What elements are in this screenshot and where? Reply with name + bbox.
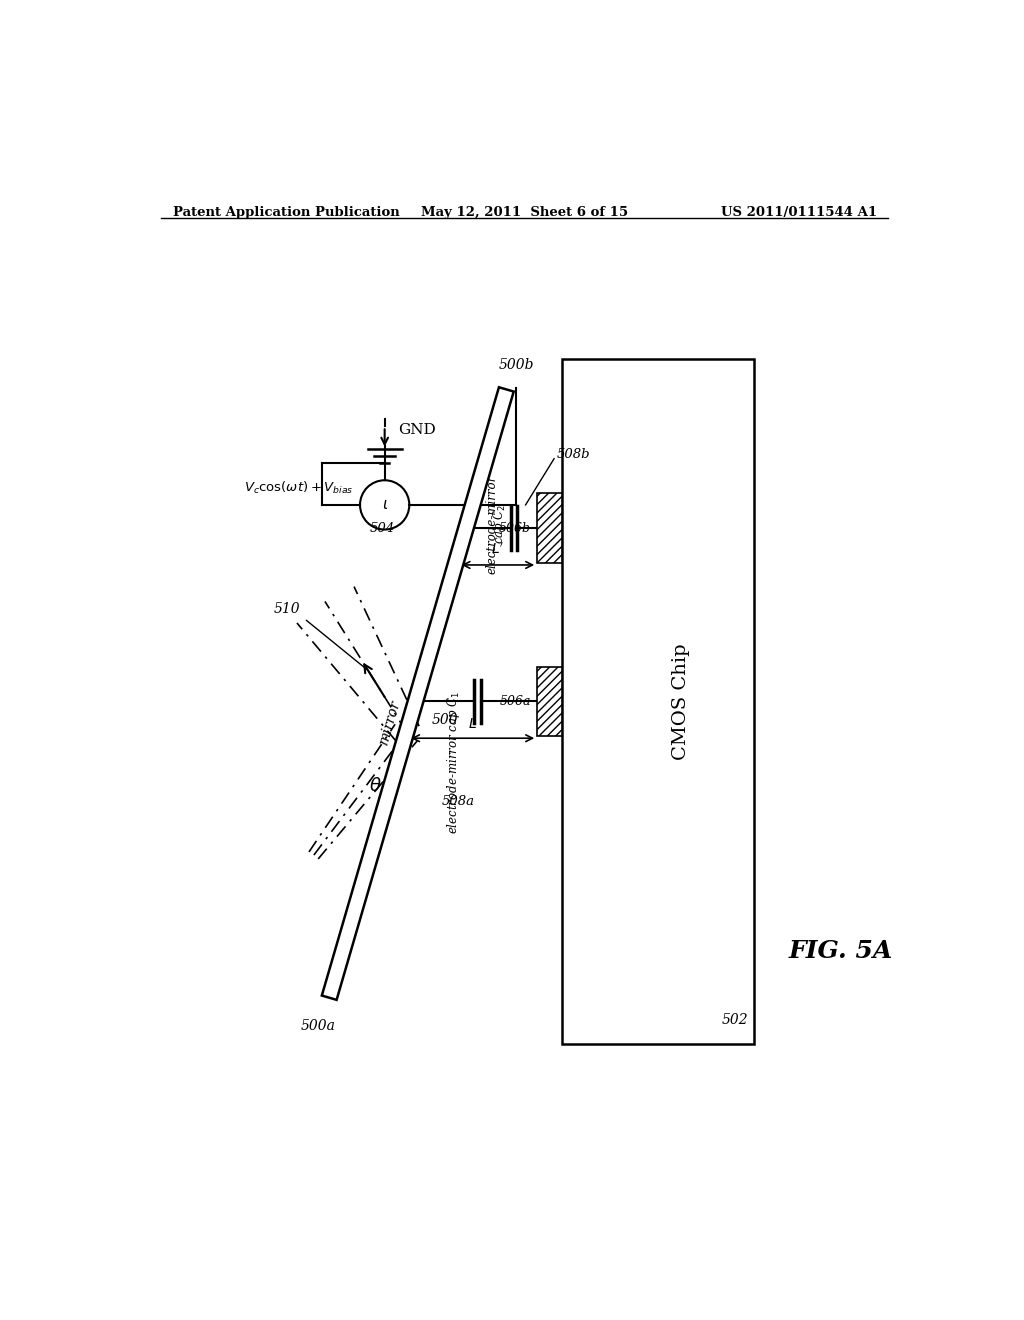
Text: 506b: 506b <box>499 521 531 535</box>
Text: $\iota$: $\iota$ <box>382 498 388 512</box>
Text: electrode-mirror cap C$_1$: electrode-mirror cap C$_1$ <box>444 692 462 834</box>
Polygon shape <box>322 387 514 999</box>
Text: FIG. 5A: FIG. 5A <box>788 940 893 964</box>
Text: 500b: 500b <box>499 359 535 372</box>
Text: US 2011/0111544 A1: US 2011/0111544 A1 <box>721 206 878 219</box>
Text: 510: 510 <box>273 602 300 616</box>
Text: CMOS Chip: CMOS Chip <box>672 643 690 759</box>
Text: $V_c\cos(\omega t)+V_{bias}$: $V_c\cos(\omega t)+V_{bias}$ <box>245 480 354 496</box>
Text: mirror: mirror <box>377 700 402 747</box>
Text: $L'$: $L'$ <box>492 543 505 557</box>
Text: electrode-mirror: electrode-mirror <box>485 474 499 574</box>
Text: GND: GND <box>398 424 436 437</box>
Text: May 12, 2011  Sheet 6 of 15: May 12, 2011 Sheet 6 of 15 <box>421 206 629 219</box>
Text: 500: 500 <box>432 714 459 727</box>
Text: 508a: 508a <box>441 795 474 808</box>
Text: 504: 504 <box>370 521 394 535</box>
Text: 500a: 500a <box>300 1019 335 1034</box>
Text: 506a: 506a <box>500 694 531 708</box>
Text: 502: 502 <box>722 1012 749 1027</box>
Text: cap C$_2$: cap C$_2$ <box>490 504 508 544</box>
Text: $L$: $L$ <box>468 717 477 730</box>
Bar <box>562 359 755 1044</box>
Text: $\theta$: $\theta$ <box>369 777 382 795</box>
Bar <box>538 494 562 562</box>
Text: 508b: 508b <box>556 449 590 462</box>
Bar <box>538 667 562 737</box>
Text: Patent Application Publication: Patent Application Publication <box>173 206 399 219</box>
